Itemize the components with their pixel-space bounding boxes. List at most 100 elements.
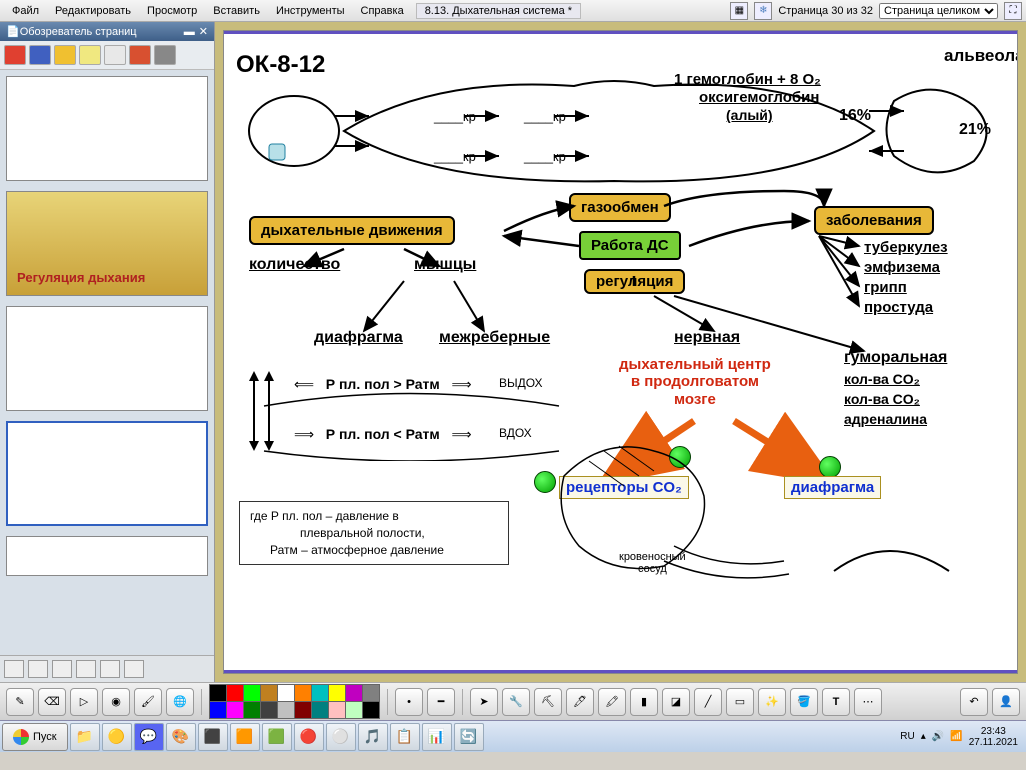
swatch[interactable]: [312, 685, 328, 701]
swatch[interactable]: [244, 685, 260, 701]
volume-icon[interactable]: 🔊: [932, 731, 944, 742]
thumbnail-2[interactable]: Регуляция дыхания: [6, 191, 208, 296]
tool-line2-icon[interactable]: ╱: [694, 688, 722, 716]
menu-insert[interactable]: Вставить: [205, 3, 268, 19]
tool-line-icon[interactable]: ━: [427, 688, 455, 716]
tool-undo-icon[interactable]: ↶: [960, 688, 988, 716]
task-app6[interactable]: ⚪: [326, 723, 356, 751]
sb-tool-1[interactable]: [4, 45, 26, 65]
swatch[interactable]: [329, 685, 345, 701]
swatch[interactable]: [312, 702, 328, 718]
tool-erase2-icon[interactable]: ◪: [662, 688, 690, 716]
task-app7[interactable]: 🎵: [358, 723, 388, 751]
swatch[interactable]: [329, 702, 345, 718]
zoom-select[interactable]: Страница целиком: [879, 3, 998, 19]
task-app2[interactable]: ⬛: [198, 723, 228, 751]
sidebar: 📄 Обозреватель страниц ▬ ✕ Регуляция дых…: [0, 22, 215, 682]
thumbnail-5[interactable]: [6, 536, 208, 576]
menu-help[interactable]: Справка: [353, 3, 412, 19]
tool-wand-icon[interactable]: ✨: [758, 688, 786, 716]
task-discord[interactable]: 💬: [134, 723, 164, 751]
swatch[interactable]: [363, 702, 379, 718]
tool-stamp-icon[interactable]: ◉: [102, 688, 130, 716]
grid-icon[interactable]: ▦: [730, 2, 748, 20]
task-app10[interactable]: 🔄: [454, 723, 484, 751]
sb-btn-5[interactable]: [100, 660, 120, 678]
swatch[interactable]: [210, 702, 226, 718]
menu-file[interactable]: Файл: [4, 3, 47, 19]
thumbnail-3[interactable]: [6, 306, 208, 411]
task-app8[interactable]: 📋: [390, 723, 420, 751]
tool-pick-icon[interactable]: ⛏: [534, 688, 562, 716]
sb-tool-2[interactable]: [29, 45, 51, 65]
tray-up-icon[interactable]: ▴: [921, 731, 926, 742]
snowflake-icon[interactable]: ❄: [754, 2, 772, 20]
sb-tool-6[interactable]: [129, 45, 151, 65]
tool-highlighter-icon[interactable]: ▮: [630, 688, 658, 716]
thumbnail-4[interactable]: [6, 421, 208, 526]
start-button[interactable]: Пуск: [2, 723, 68, 751]
sidebar-min-icon[interactable]: ▬: [184, 26, 195, 38]
swatch[interactable]: [363, 685, 379, 701]
sidebar-close-icon[interactable]: ✕: [199, 25, 208, 38]
lang-indicator[interactable]: RU: [900, 731, 914, 742]
tool-dot-icon[interactable]: •: [395, 688, 423, 716]
purple-bar-top: [224, 31, 1017, 34]
system-tray: RU ▴ 🔊 📶 23:43 27.11.2021: [894, 726, 1024, 748]
tool-globe-icon[interactable]: 🌐: [166, 688, 194, 716]
network-icon[interactable]: 📶: [950, 731, 962, 742]
menu-tools[interactable]: Инструменты: [268, 3, 353, 19]
tool-fill-icon[interactable]: 🪣: [790, 688, 818, 716]
sb-btn-3[interactable]: [52, 660, 72, 678]
fullscreen-icon[interactable]: ⛶: [1004, 2, 1022, 20]
tool-eraser-icon[interactable]: ⌫: [38, 688, 66, 716]
task-app9[interactable]: 📊: [422, 723, 452, 751]
sb-tool-4[interactable]: [79, 45, 101, 65]
swatch[interactable]: [295, 685, 311, 701]
sb-btn-1[interactable]: [4, 660, 24, 678]
tool-user-icon[interactable]: 👤: [992, 688, 1020, 716]
sb-tool-7[interactable]: [154, 45, 176, 65]
swatch[interactable]: [244, 702, 260, 718]
sidebar-icon: 📄: [6, 25, 20, 38]
sb-tool-5[interactable]: [104, 45, 126, 65]
swatch[interactable]: [261, 702, 277, 718]
menu-view[interactable]: Просмотр: [139, 3, 205, 19]
swatch[interactable]: [227, 685, 243, 701]
clock[interactable]: 23:43 27.11.2021: [969, 726, 1018, 748]
swatch[interactable]: [210, 685, 226, 701]
task-explorer[interactable]: 📁: [70, 723, 100, 751]
thumbnail-1[interactable]: [6, 76, 208, 181]
tool-marker-icon[interactable]: 🖍: [598, 688, 626, 716]
swatch[interactable]: [295, 702, 311, 718]
tool-more-icon[interactable]: ⋯: [854, 688, 882, 716]
tool-pencil-icon[interactable]: ✎: [6, 688, 34, 716]
swatch[interactable]: [346, 702, 362, 718]
tool-brush-icon[interactable]: 🖌: [134, 688, 162, 716]
swatch[interactable]: [261, 685, 277, 701]
tool-shape-icon[interactable]: ▭: [726, 688, 754, 716]
divider: [201, 689, 202, 715]
swatch[interactable]: [346, 685, 362, 701]
task-chrome[interactable]: 🟡: [102, 723, 132, 751]
sb-btn-2[interactable]: [28, 660, 48, 678]
pct21: 21%: [959, 121, 991, 139]
task-app3[interactable]: 🟧: [230, 723, 260, 751]
tool-wrench-icon[interactable]: 🔧: [502, 688, 530, 716]
canvas[interactable]: ОК-8-12 альвеола 1 гемоглобин + 8 О₂: [223, 30, 1018, 674]
sb-tool-3[interactable]: [54, 45, 76, 65]
task-app1[interactable]: 🎨: [166, 723, 196, 751]
sb-btn-6[interactable]: [124, 660, 144, 678]
swatch[interactable]: [278, 685, 294, 701]
tool-next-icon[interactable]: ▷: [70, 688, 98, 716]
task-app5[interactable]: 🔴: [294, 723, 324, 751]
tool-pen2-icon[interactable]: 🖊: [566, 688, 594, 716]
tool-text-icon[interactable]: T: [822, 688, 850, 716]
menu-edit[interactable]: Редактировать: [47, 3, 139, 19]
sb-btn-4[interactable]: [76, 660, 96, 678]
swatch[interactable]: [278, 702, 294, 718]
task-app4[interactable]: 🟩: [262, 723, 292, 751]
tool-pointer-icon[interactable]: ➤: [470, 688, 498, 716]
swatch[interactable]: [227, 702, 243, 718]
color-palette[interactable]: [209, 684, 380, 719]
